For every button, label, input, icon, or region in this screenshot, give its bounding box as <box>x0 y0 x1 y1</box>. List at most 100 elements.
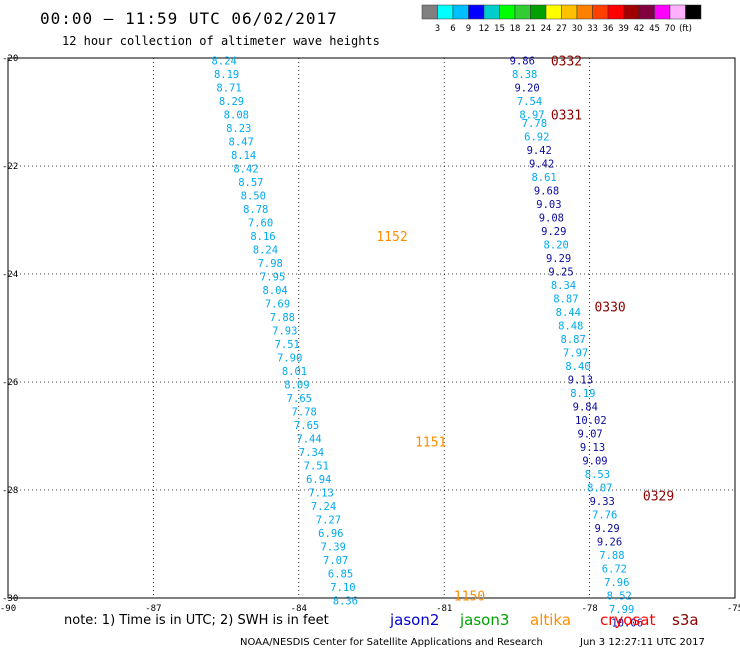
y-tick-label: -30 <box>2 594 18 604</box>
swh-value-label: 8.16 <box>250 231 275 243</box>
swh-value-label: 8.57 <box>238 177 263 189</box>
satellite-legend-item: jason3 <box>459 611 509 629</box>
swh-value-label: 9.84 <box>573 401 598 413</box>
color-swatch <box>530 4 547 20</box>
swh-value-label: 8.24 <box>253 245 278 257</box>
swh-value-label: 7.93 <box>272 326 297 338</box>
color-swatch <box>437 4 454 20</box>
plot-frame <box>7 57 736 599</box>
swh-value-label: 8.07 <box>587 482 612 494</box>
swh-value-label: 7.99 <box>609 604 634 616</box>
swh-value-label: 10.02 <box>575 415 607 427</box>
swh-value-label: 7.27 <box>316 515 341 527</box>
color-scale-label: 70 <box>665 24 676 34</box>
swh-value-label: 8.40 <box>565 361 590 373</box>
credit-line: NOAA/NESDIS Center for Satellite Applica… <box>240 637 543 648</box>
swh-value-label: 9.13 <box>580 442 605 454</box>
pass-time-label: 1152 <box>376 230 407 245</box>
satellite-legend-item: cryosat <box>600 611 655 629</box>
y-tick-label: -26 <box>2 378 18 388</box>
pass-time-label: 1151 <box>415 435 446 450</box>
swh-value-label: 6.72 <box>602 563 627 575</box>
swh-value-label: 8.19 <box>214 69 239 81</box>
swh-value-label: 7.10 <box>330 582 355 594</box>
color-scale-label: 45 <box>649 24 660 34</box>
satellite-legend-item: s3a <box>672 611 699 629</box>
x-tick-label: -84 <box>291 604 307 614</box>
color-scale-label: 27 <box>556 24 567 34</box>
swh-value-label: 7.95 <box>260 272 285 284</box>
swh-value-label: 10.06 <box>611 617 643 629</box>
swh-value-label: 7.51 <box>304 461 329 473</box>
color-swatch <box>514 4 531 20</box>
swh-value-label: 8.48 <box>558 320 583 332</box>
swh-value-label: 6.85 <box>328 569 353 581</box>
swh-value-label: 6.94 <box>306 474 331 486</box>
x-tick-label: -87 <box>145 604 161 614</box>
color-scale-label: 15 <box>494 24 505 34</box>
grid-lines <box>8 58 735 598</box>
swh-value-label: 7.76 <box>592 509 617 521</box>
chart-subtitle: 12 hour collection of altimeter wave hei… <box>62 34 380 48</box>
color-scale-label: 9 <box>466 24 471 34</box>
swh-value-label: 8.71 <box>216 83 241 95</box>
swh-value-label: 9.20 <box>514 83 539 95</box>
swh-value-label: 8.01 <box>282 366 307 378</box>
swh-value-label: 7.88 <box>270 312 295 324</box>
swh-value-label: 7.07 <box>323 555 348 567</box>
color-swatch <box>452 4 469 20</box>
x-tick-label: -90 <box>0 604 16 614</box>
swh-value-label: 8.97 <box>519 110 544 122</box>
color-swatch <box>576 4 593 20</box>
swh-value-label: 8.38 <box>512 69 537 81</box>
color-scale-label: (ft) <box>679 24 692 34</box>
swh-value-label: 6.92 <box>524 131 549 143</box>
y-tick-label: -22 <box>2 162 18 172</box>
swh-value-label: 9.33 <box>590 496 615 508</box>
color-swatch <box>623 4 640 20</box>
chart-title: 00:00 – 11:59 UTC 06/02/2017 <box>40 9 338 28</box>
swh-value-label: 9.25 <box>548 266 573 278</box>
swh-value-label: 8.34 <box>551 280 576 292</box>
swh-value-label: 8.61 <box>531 172 556 184</box>
swh-value-label: 8.14 <box>231 150 256 162</box>
x-tick-label: -81 <box>436 604 452 614</box>
swh-value-label: 8.19 <box>570 388 595 400</box>
swh-value-label: 8.44 <box>556 307 581 319</box>
swh-value-label: 8.24 <box>212 56 237 68</box>
satellite-legend-item: altika <box>530 611 571 629</box>
color-scale-label: 12 <box>479 24 490 34</box>
color-swatch <box>545 4 562 20</box>
swh-value-label: 7.51 <box>275 339 300 351</box>
swh-value-label: 9.08 <box>539 212 564 224</box>
swh-value-label: 9.29 <box>594 523 619 535</box>
pass-time-label: 0331 <box>551 109 582 124</box>
color-swatch <box>592 4 609 20</box>
swh-value-label: 7.78 <box>522 118 547 130</box>
color-swatch <box>654 4 671 20</box>
pass-time-label: 1150 <box>454 589 485 604</box>
color-swatch <box>421 4 438 20</box>
swh-value-label: 7.65 <box>287 393 312 405</box>
color-scale-label: 39 <box>618 24 629 34</box>
color-scale-legend: 3 6 9 12 15 18 21 24 27 30 33 36 39 42 45 70 (ft) <box>421 4 702 34</box>
swh-value-label: 7.69 <box>265 299 290 311</box>
swh-value-label: 7.97 <box>563 347 588 359</box>
swh-value-label: 9.29 <box>541 226 566 238</box>
swh-value-label: 7.88 <box>599 550 624 562</box>
satellite-legend-item: jason2 <box>389 611 439 629</box>
color-scale-label: 30 <box>572 24 583 34</box>
swh-value-label: 7.98 <box>258 258 283 270</box>
swh-value-label: 9.03 <box>536 199 561 211</box>
swh-value-label: 8.52 <box>607 590 632 602</box>
y-tick-label: -24 <box>2 270 18 280</box>
x-tick-label: -78 <box>581 604 597 614</box>
swh-value-label: 9.42 <box>529 158 554 170</box>
swh-value-label: 8.08 <box>224 110 249 122</box>
swh-value-label: 8.36 <box>333 596 358 608</box>
color-swatch <box>468 4 485 20</box>
swh-value-label: 8.04 <box>262 285 287 297</box>
swh-value-label: 7.39 <box>321 542 346 554</box>
swh-value-label: 7.65 <box>294 420 319 432</box>
color-scale-label: 6 <box>450 24 455 34</box>
